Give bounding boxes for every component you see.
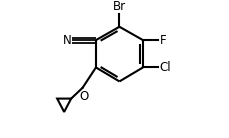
Text: Br: Br [112,0,125,13]
Text: F: F [159,34,165,47]
Text: O: O [79,90,88,103]
Text: Cl: Cl [159,61,170,74]
Text: N: N [62,34,71,47]
